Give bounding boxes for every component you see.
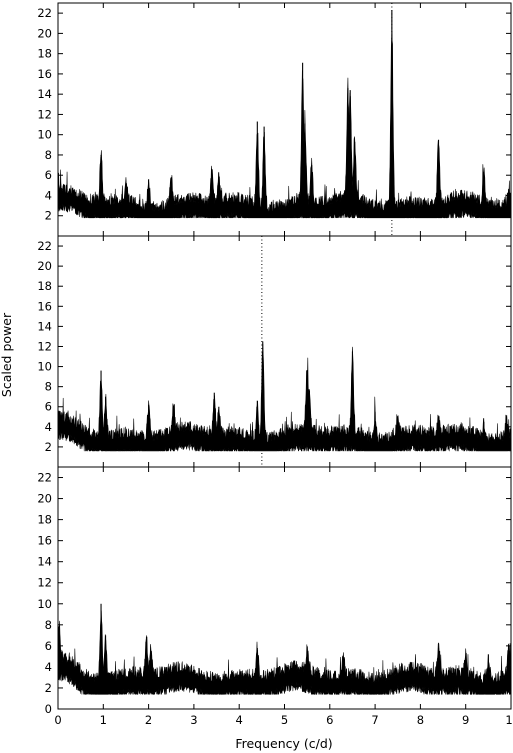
y-tick-label: 2 (45, 209, 52, 223)
x-tick-label: 6 (326, 713, 333, 727)
y-tick-label: 6 (45, 639, 52, 653)
panel-top: 2 4 6 8 10 12 14 16 18 20 22 (37, 2, 512, 237)
y-tick-label: 20 (37, 26, 52, 40)
x-tick-label: 4 (236, 713, 243, 727)
y-tick-label: 22 (37, 6, 52, 20)
y-tick-label: 20 (37, 492, 52, 506)
y-tick-label: 2 (45, 681, 52, 695)
x-tick-label: 2 (145, 713, 152, 727)
y-tick-label: 12 (37, 339, 52, 353)
y-tick-label: 6 (45, 168, 52, 182)
x-tick-label: 1 (505, 713, 512, 727)
y-tick-label: 14 (37, 87, 52, 101)
panels: 2468101214161820222468101214161820220246… (37, 2, 513, 727)
y-tick-label: 16 (37, 67, 52, 81)
y-tick-label: 20 (37, 259, 52, 273)
y-tick-label: 18 (37, 47, 52, 61)
y-tick-label: 4 (45, 660, 52, 674)
x-tick-label: 5 (281, 713, 288, 727)
y-tick-label: 12 (37, 576, 52, 590)
y-tick-label: 14 (37, 319, 52, 333)
y-tick-label: 12 (37, 107, 52, 121)
y-tick-label: 10 (37, 128, 52, 142)
y-tick-label: 14 (37, 555, 52, 569)
spectrum-series (57, 608, 512, 695)
x-tick-label: 8 (417, 713, 424, 727)
panel-middle: 2 4 6 8 10 12 14 16 18 20 22 (37, 235, 512, 468)
y-tick-label: 2 (45, 440, 52, 454)
spectrum-series (57, 31, 512, 219)
y-tick-label: 18 (37, 279, 52, 293)
y-tick-label: 8 (45, 380, 52, 394)
y-tick-label: 4 (45, 188, 52, 202)
y-tick-label: 16 (37, 534, 52, 548)
y-tick-label: 0 (45, 702, 52, 716)
x-tick-label: 1 (100, 713, 107, 727)
y-tick-label: 10 (37, 597, 52, 611)
x-tick-label: 7 (371, 713, 378, 727)
y-tick-label: 4 (45, 420, 52, 434)
y-tick-label: 6 (45, 400, 52, 414)
x-axis-label: Frequency (c/d) (235, 736, 332, 751)
y-tick-label: 22 (37, 471, 52, 485)
x-tick-label: 9 (462, 713, 469, 727)
x-tick-label: 0 (54, 713, 61, 727)
y-tick-label: 16 (37, 299, 52, 313)
y-tick-label: 22 (37, 239, 52, 253)
y-tick-label: 8 (45, 148, 52, 162)
x-tick-label: 3 (190, 713, 197, 727)
y-tick-label: 8 (45, 618, 52, 632)
y-tick-label: 18 (37, 513, 52, 527)
y-axis-label: Scaled power (0, 312, 14, 397)
y-tick-label: 10 (37, 360, 52, 374)
